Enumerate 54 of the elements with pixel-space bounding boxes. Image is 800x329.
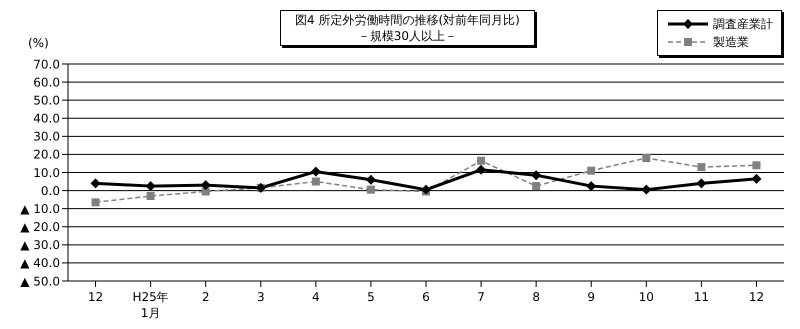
legend-label: 調査産業計 [713,16,773,32]
y-tick-label: ▲ 40.0 [20,256,60,270]
point [312,178,320,186]
point [531,170,542,180]
point [532,182,540,190]
point [90,178,101,188]
y-tick-label: 70.0 [33,57,60,72]
point [476,164,486,175]
point [146,192,155,200]
chart-title: 図4 所定外労働時間の推移(対前年同月比) [295,12,520,28]
x-tick-label: 7 [477,290,485,304]
point [200,180,211,190]
x-tick-label: 11 [694,290,710,304]
x-tick-label: 10 [638,290,654,304]
point [642,154,650,162]
y-tick-label: ▲ 30.0 [20,238,60,252]
x-tick-label: 6 [422,290,430,304]
point [751,174,762,184]
x-tick-label: 12 [748,290,764,304]
x-tick-label: 4 [312,290,320,304]
point [366,186,375,194]
y-tick-label: 60.0 [33,75,60,90]
x-tick-label: 12 [88,290,104,304]
chart-subtitle: －規模30人以上－ [356,28,458,44]
y-tick-label: 20.0 [33,148,60,162]
x-tick-label: 8 [532,290,540,304]
y-tick-label: 30.0 [33,130,60,144]
point [477,156,486,165]
y-tick-label: 50.0 [33,93,60,108]
point [366,174,376,185]
point [202,187,210,196]
point [641,184,652,195]
y-tick-label: 10.0 [33,166,60,180]
point [752,161,760,170]
point [310,166,321,177]
y-tick-label: ▲ 10.0 [20,202,60,216]
y-tick-label: ▲ 20.0 [20,220,60,234]
x-tick-label: 5 [367,290,375,304]
point [587,166,596,175]
x-tick-label: H25年 1月 [132,290,169,320]
point [697,163,706,172]
y-tick-label: 40.0 [33,112,60,126]
x-tick-label: 3 [256,290,265,304]
x-tick-label: 9 [587,290,596,304]
legend-label: 製造業 [713,34,749,50]
point [421,184,431,195]
y-tick-label: ▲ 50.0 [20,274,60,288]
point [92,198,100,206]
point [586,181,596,192]
y-axis-title: (%) [28,36,49,50]
y-tick-label: 0.0 [40,184,60,198]
point [696,178,706,188]
x-tick-label: 2 [202,290,210,304]
point [146,181,156,192]
